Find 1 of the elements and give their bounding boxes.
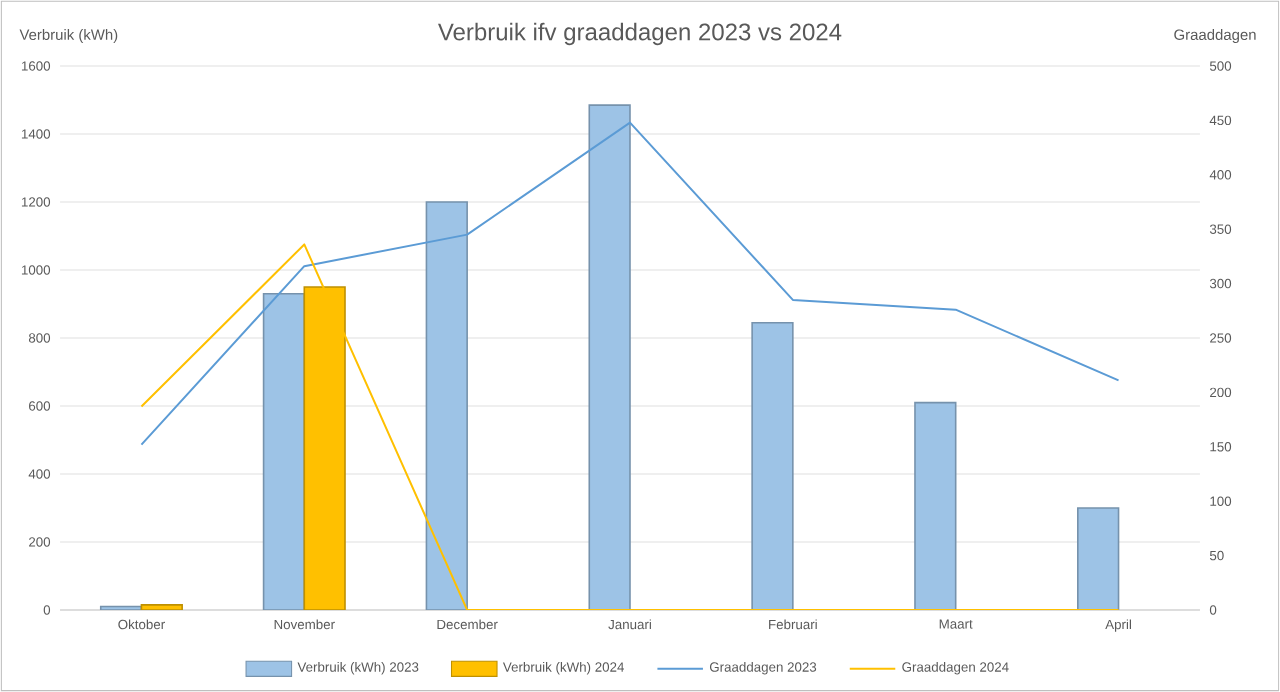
chart-title: Verbruik ifv graaddagen 2023 vs 2024: [437, 22, 842, 46]
